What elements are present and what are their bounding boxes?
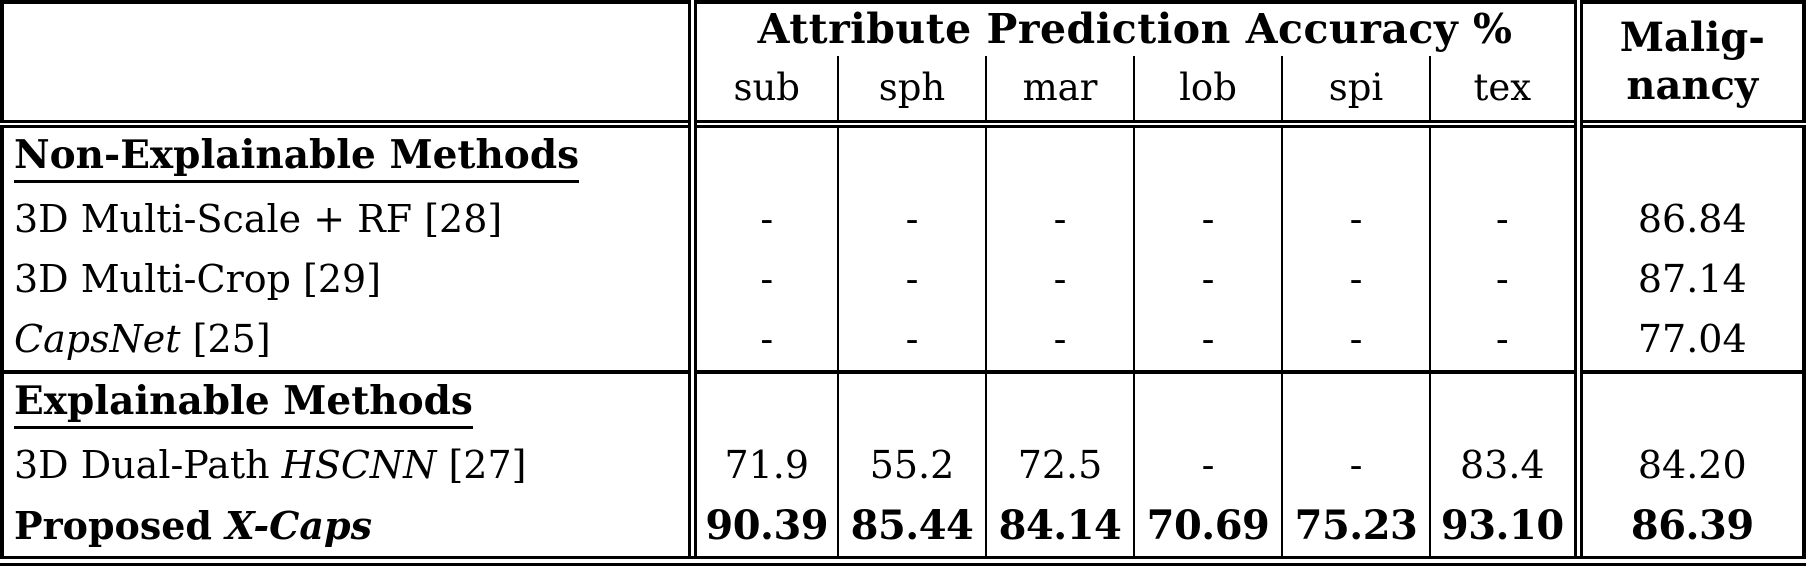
malignancy-column-header: Malig- nancy — [1578, 2, 1804, 128]
value-lob: - — [1133, 436, 1282, 496]
value-sub: - — [692, 310, 838, 374]
empty-cell — [692, 124, 838, 190]
empty-cell — [985, 124, 1134, 190]
table-row-proposed: Proposed X-Caps 90.39 85.44 84.14 70.69 … — [2, 496, 1804, 561]
value-spi: - — [1281, 190, 1430, 250]
empty-cell — [1281, 124, 1430, 190]
value-malignancy: 86.39 — [1630, 502, 1754, 549]
method-name-italic: X-Caps — [225, 503, 372, 549]
value-sub: 71.9 — [724, 443, 810, 488]
value-spi: - — [1281, 310, 1430, 374]
value-sph: - — [837, 310, 986, 374]
table-row: 3D Dual-Path HSCNN [27] 71.9 55.2 72.5 -… — [2, 436, 1804, 496]
table-row: CapsNet [25] - - - - - - 77.04 — [2, 310, 1804, 374]
value-sub: 90.39 — [705, 502, 829, 549]
method-name: CapsNet — [14, 317, 181, 362]
value-tex: 83.4 — [1428, 436, 1583, 496]
empty-cell — [985, 372, 1134, 436]
value-lob: 70.69 — [1133, 496, 1282, 561]
empty-cell — [1133, 124, 1282, 190]
value-sph: 85.44 — [837, 496, 986, 561]
empty-cell — [1578, 124, 1804, 190]
col-header-sub: sub — [692, 56, 838, 128]
method-name-cell: 3D Dual-Path HSCNN [27] — [2, 436, 697, 496]
col-header-sph: sph — [837, 56, 986, 128]
malignancy-header-line2: nancy — [1626, 62, 1759, 109]
value-sub: - — [760, 197, 774, 242]
section-heading-cell: Non-Explainable Methods — [2, 124, 697, 190]
malignancy-header-line1: Malig- — [1619, 14, 1765, 61]
value-malignancy: 87.14 — [1637, 257, 1747, 302]
value-malignancy: 86.84 — [1637, 197, 1747, 242]
empty-cell — [692, 372, 838, 436]
method-name-cell: CapsNet [25] — [2, 310, 697, 374]
empty-cell — [1578, 372, 1804, 436]
section-heading-non-explainable: Non-Explainable Methods — [14, 134, 580, 184]
value-mar: - — [985, 310, 1134, 374]
value-malignancy: 84.20 — [1637, 443, 1747, 488]
empty-cell — [1133, 372, 1282, 436]
empty-cell — [1281, 372, 1430, 436]
value-tex: 93.10 — [1428, 496, 1583, 561]
col-header-spi: spi — [1281, 56, 1430, 128]
value-tex: - — [1428, 250, 1583, 310]
attribute-group-header: Attribute Prediction Accuracy % — [692, 2, 1583, 56]
value-mar: - — [985, 250, 1134, 310]
method-ref: [25] — [180, 317, 271, 362]
value-spi: 75.23 — [1281, 496, 1430, 561]
empty-cell — [1428, 372, 1583, 436]
value-sph: 55.2 — [837, 436, 986, 496]
corner-cell — [2, 2, 697, 128]
value-lob: - — [1133, 310, 1282, 374]
value-tex: - — [1428, 190, 1583, 250]
empty-cell — [1428, 124, 1583, 190]
value-tex: - — [1428, 310, 1583, 374]
table-row: 3D Multi-Crop [29] - - - - - - 87.14 — [2, 250, 1804, 310]
value-mar: - — [985, 190, 1134, 250]
value-sph: - — [837, 250, 986, 310]
method-name: 3D Multi-Crop [29] — [14, 257, 382, 302]
method-name: 3D Multi-Scale + RF [28] — [14, 197, 503, 242]
value-sph: - — [837, 190, 986, 250]
value-mar: 72.5 — [985, 436, 1134, 496]
col-header-lob: lob — [1133, 56, 1282, 128]
value-spi: - — [1281, 436, 1430, 496]
col-header-mar: mar — [985, 56, 1134, 128]
method-name: 3D Dual-Path — [14, 443, 282, 488]
method-name: Proposed — [14, 503, 226, 549]
value-spi: - — [1281, 250, 1430, 310]
value-malignancy: 77.04 — [1578, 310, 1804, 374]
value-mar: 84.14 — [985, 496, 1134, 561]
value-lob: - — [1133, 250, 1282, 310]
empty-cell — [837, 124, 986, 190]
method-name-cell: Proposed X-Caps — [2, 496, 697, 561]
method-ref: [27] — [436, 443, 527, 488]
empty-cell — [837, 372, 986, 436]
method-name-cell: 3D Multi-Crop [29] — [2, 250, 697, 310]
value-sub: - — [760, 257, 774, 302]
method-name-italic: HSCNN — [281, 443, 437, 488]
section-heading-explainable: Explainable Methods — [14, 380, 473, 430]
col-header-tex: tex — [1428, 56, 1583, 128]
table-row: 3D Multi-Scale + RF [28] - - - - - - 86.… — [2, 190, 1804, 250]
section-heading-cell: Explainable Methods — [2, 372, 697, 436]
value-lob: - — [1133, 190, 1282, 250]
method-name-cell: 3D Multi-Scale + RF [28] — [2, 190, 697, 250]
